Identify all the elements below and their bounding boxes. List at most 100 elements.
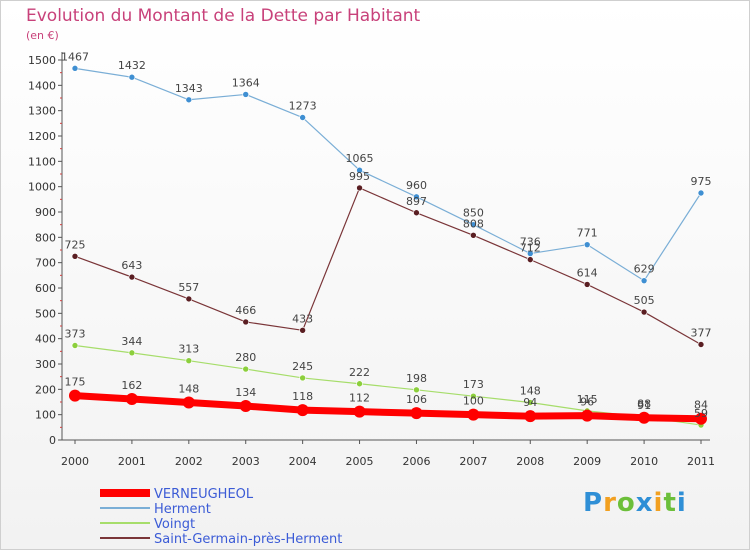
data-point bbox=[125, 392, 138, 405]
data-label: 222 bbox=[349, 366, 370, 379]
data-point bbox=[413, 386, 420, 394]
data-label: 1343 bbox=[175, 82, 203, 95]
series-line bbox=[74, 344, 702, 426]
data-label: 245 bbox=[292, 360, 313, 373]
y-tick-label: 500 bbox=[35, 307, 56, 320]
logo-letter: i bbox=[676, 488, 687, 518]
data-point bbox=[242, 318, 250, 326]
x-tick-label: 2008 bbox=[516, 455, 544, 468]
data-label: 94 bbox=[523, 396, 537, 409]
data-label: 1273 bbox=[289, 100, 317, 113]
data-label: 712 bbox=[520, 242, 541, 255]
series-line bbox=[74, 67, 702, 282]
data-label: 614 bbox=[577, 266, 598, 279]
x-tick-label: 2005 bbox=[346, 455, 374, 468]
data-point bbox=[242, 91, 250, 98]
data-label: 960 bbox=[406, 179, 427, 192]
axes: 0 100 200 300 400 500 600 700 800 900 1000 1100 1200… bbox=[28, 52, 715, 468]
data-point bbox=[581, 409, 594, 422]
data-point bbox=[413, 193, 420, 201]
data-label: 1065 bbox=[346, 152, 374, 165]
data-point bbox=[128, 73, 136, 81]
data-label: 175 bbox=[65, 376, 86, 389]
y-tick-label: 900 bbox=[35, 206, 56, 219]
y-tick-label: 100 bbox=[35, 409, 56, 422]
data-point bbox=[299, 327, 306, 334]
data-point bbox=[296, 404, 309, 417]
data-label: 643 bbox=[121, 259, 142, 272]
data-point bbox=[356, 184, 363, 192]
data-point bbox=[71, 253, 79, 260]
data-label: 115 bbox=[577, 393, 598, 406]
data-label: 118 bbox=[292, 390, 313, 403]
y-tick-label: 600 bbox=[35, 282, 56, 295]
data-label: 771 bbox=[577, 227, 598, 240]
x-tick-label: 2000 bbox=[61, 455, 89, 468]
data-label: 96 bbox=[580, 396, 594, 409]
series-line bbox=[74, 187, 702, 346]
legend-entry: VERNEUGHEOL bbox=[154, 487, 254, 502]
data-point bbox=[71, 65, 79, 72]
legend: VERNEUGHEOLHermentVoingtSaint-Germain-pr… bbox=[100, 487, 342, 547]
legend-entry: Voingt bbox=[154, 517, 195, 532]
data-label: 344 bbox=[121, 335, 142, 348]
legend-entry: Herment bbox=[154, 502, 211, 517]
legend-entry: Saint-Germain-près-Herment bbox=[154, 532, 342, 547]
logo-letter: P bbox=[583, 488, 604, 518]
y-tick-label: 1100 bbox=[28, 155, 56, 168]
y-tick-label: 400 bbox=[35, 333, 56, 346]
logo-letter: i bbox=[653, 488, 664, 518]
data-point bbox=[470, 221, 477, 228]
y-tick-label: 1000 bbox=[28, 181, 56, 194]
data-label: 1364 bbox=[232, 76, 260, 89]
y-tick-label: 300 bbox=[35, 358, 56, 371]
chart-title: Evolution du Montant de la Dette par Hab… bbox=[26, 6, 421, 26]
y-tick-label: 700 bbox=[35, 257, 56, 270]
data-point bbox=[467, 408, 480, 421]
data-label: 808 bbox=[463, 217, 484, 230]
data-label: 736 bbox=[520, 236, 541, 249]
data-label: 505 bbox=[634, 294, 655, 307]
data-label: 1432 bbox=[118, 59, 146, 72]
y-tick-label: 1300 bbox=[28, 105, 56, 118]
data-label: 466 bbox=[235, 304, 256, 317]
y-tick-label: 0 bbox=[49, 434, 56, 447]
x-tick-label: 2004 bbox=[289, 455, 317, 468]
x-tick-label: 2011 bbox=[687, 455, 715, 468]
data-label: 84 bbox=[694, 399, 708, 412]
data-label: 162 bbox=[121, 379, 142, 392]
data-label: 995 bbox=[349, 170, 370, 183]
data-label: 725 bbox=[65, 238, 86, 251]
data-label: 148 bbox=[178, 383, 199, 396]
logo-letter: o bbox=[616, 488, 636, 518]
data-label: 433 bbox=[292, 312, 313, 325]
data-label: 148 bbox=[520, 385, 541, 398]
data-point bbox=[299, 114, 306, 121]
logo-letter: r bbox=[603, 488, 617, 518]
data-point bbox=[524, 410, 537, 423]
data-point bbox=[697, 341, 705, 348]
data-label: 88 bbox=[637, 398, 651, 411]
data-label: 198 bbox=[406, 372, 427, 385]
x-tick-label: 2003 bbox=[232, 455, 260, 468]
series-line bbox=[71, 392, 705, 423]
data-point bbox=[526, 256, 534, 263]
data-point bbox=[128, 273, 136, 281]
data-label: 373 bbox=[65, 328, 86, 341]
data-label: 850 bbox=[463, 207, 484, 220]
data-point bbox=[356, 380, 363, 388]
data-point bbox=[640, 277, 648, 284]
data-point bbox=[185, 96, 193, 104]
y-tick-label: 1200 bbox=[28, 130, 56, 143]
data-point bbox=[299, 374, 306, 382]
data-label: 377 bbox=[691, 326, 712, 339]
data-point bbox=[413, 209, 420, 217]
data-label: 59 bbox=[694, 407, 708, 420]
data-point bbox=[128, 349, 136, 357]
y-tick-label: 200 bbox=[35, 383, 56, 396]
data-point bbox=[583, 281, 591, 288]
data-label: 91 bbox=[637, 399, 651, 412]
data-point bbox=[526, 399, 534, 406]
data-label: 100 bbox=[463, 395, 484, 408]
